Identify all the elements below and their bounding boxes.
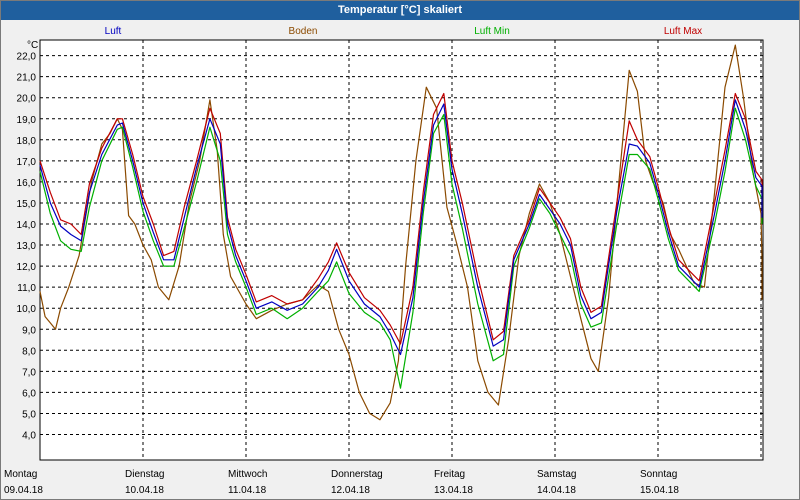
day-date-label: 10.04.18 <box>125 485 164 496</box>
series-line-luft-min <box>39 107 763 389</box>
day-weekday-label: Montag <box>4 469 37 480</box>
legend-entry-luft-max: Luft Max <box>664 26 702 37</box>
y-tick-label: 6,0 <box>22 388 36 399</box>
y-tick-label: 14,0 <box>17 220 37 231</box>
y-tick-label: 18,0 <box>17 136 37 147</box>
y-tick-label: 7,0 <box>22 367 36 378</box>
series-line-luft <box>39 99 763 356</box>
day-date-label: 14.04.18 <box>537 485 576 496</box>
day-date-label: 11.04.18 <box>228 485 267 496</box>
y-tick-label: 4,0 <box>22 431 36 442</box>
plot-area <box>39 39 764 461</box>
y-axis-ticks: 4,0 5,0 6,0 7,0 8,0 9,0 10,0 11,0 12,0 13,0 14,0 15… <box>17 52 37 442</box>
legend-entry-luft: Luft <box>105 26 122 37</box>
y-tick-label: 8,0 <box>22 346 36 357</box>
y-tick-label: 15,0 <box>17 199 37 210</box>
day-date-label: 12.04.18 <box>331 485 370 496</box>
y-tick-label: 9,0 <box>22 325 36 336</box>
series-lines <box>39 44 763 421</box>
legend-entry-luft-min: Luft Min <box>474 26 510 37</box>
legend-entry-boden: Boden <box>289 26 318 37</box>
series-line-boden <box>39 44 763 421</box>
day-weekday-label: Mittwoch <box>228 469 267 480</box>
y-tick-label: 19,0 <box>17 115 37 126</box>
y-tick-label: 13,0 <box>17 241 37 252</box>
day-date-label: 09.04.18 <box>4 485 43 496</box>
grid-lines <box>40 40 763 460</box>
day-weekday-label: Samstag <box>537 469 576 480</box>
x-axis-day-labels: Montag 09.04.18 Dienstag 10.04.18 Mittwoch 11… <box>4 469 679 496</box>
y-tick-label: 16,0 <box>17 178 37 189</box>
day-weekday-label: Donnerstag <box>331 469 383 480</box>
day-weekday-label: Dienstag <box>125 469 164 480</box>
day-date-label: 13.04.18 <box>434 485 473 496</box>
y-tick-label: 10,0 <box>17 304 37 315</box>
day-weekday-label: Freitag <box>434 469 465 480</box>
window-title: Temperatur [°C] skaliert <box>1 1 799 20</box>
y-tick-label: 22,0 <box>17 52 37 63</box>
y-tick-label: 12,0 <box>17 262 37 273</box>
y-tick-label: 20,0 <box>17 94 37 105</box>
y-tick-label: 11,0 <box>17 283 36 294</box>
y-tick-label: 5,0 <box>22 409 36 420</box>
y-tick-label: 17,0 <box>17 157 37 168</box>
y-tick-label: 21,0 <box>17 73 37 84</box>
y-axis-unit: °C <box>27 40 38 51</box>
legend: Luft Boden Luft Min Luft Max <box>105 26 703 37</box>
series-line-luft-max <box>39 92 763 345</box>
day-date-label: 15.04.18 <box>640 485 679 496</box>
day-weekday-label: Sonntag <box>640 469 677 480</box>
